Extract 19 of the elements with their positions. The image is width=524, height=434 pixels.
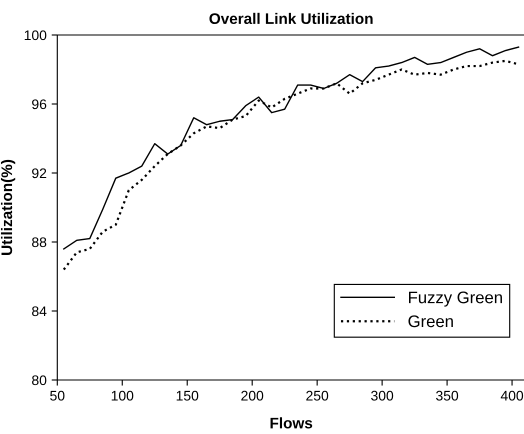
x-tick-label: 250 <box>306 390 328 401</box>
y-tick-label: 84 <box>32 306 46 316</box>
legend-label: Fuzzy Green <box>409 292 502 307</box>
x-tick-label: 50 <box>50 390 64 401</box>
x-tick-label: 300 <box>371 390 394 401</box>
y-tick-label: 80 <box>32 375 46 386</box>
y-tick-label: 92 <box>32 168 46 178</box>
x-axis-title: Flows <box>270 417 312 428</box>
y-tick-label: 88 <box>32 237 46 248</box>
x-tick-label: 100 <box>112 390 134 401</box>
y-tick-label: 100 <box>24 30 46 40</box>
legend-label: Green <box>408 315 453 328</box>
chart-title: Overall Link Utilization <box>209 12 373 24</box>
x-tick-label: 200 <box>241 390 264 401</box>
x-tick-label: 150 <box>176 390 198 401</box>
y-tick-label: 96 <box>32 99 46 110</box>
x-tick-label: 350 <box>436 390 458 401</box>
y-axis-title: Utilization(%) <box>0 160 16 255</box>
x-tick-label: 400 <box>500 390 524 401</box>
